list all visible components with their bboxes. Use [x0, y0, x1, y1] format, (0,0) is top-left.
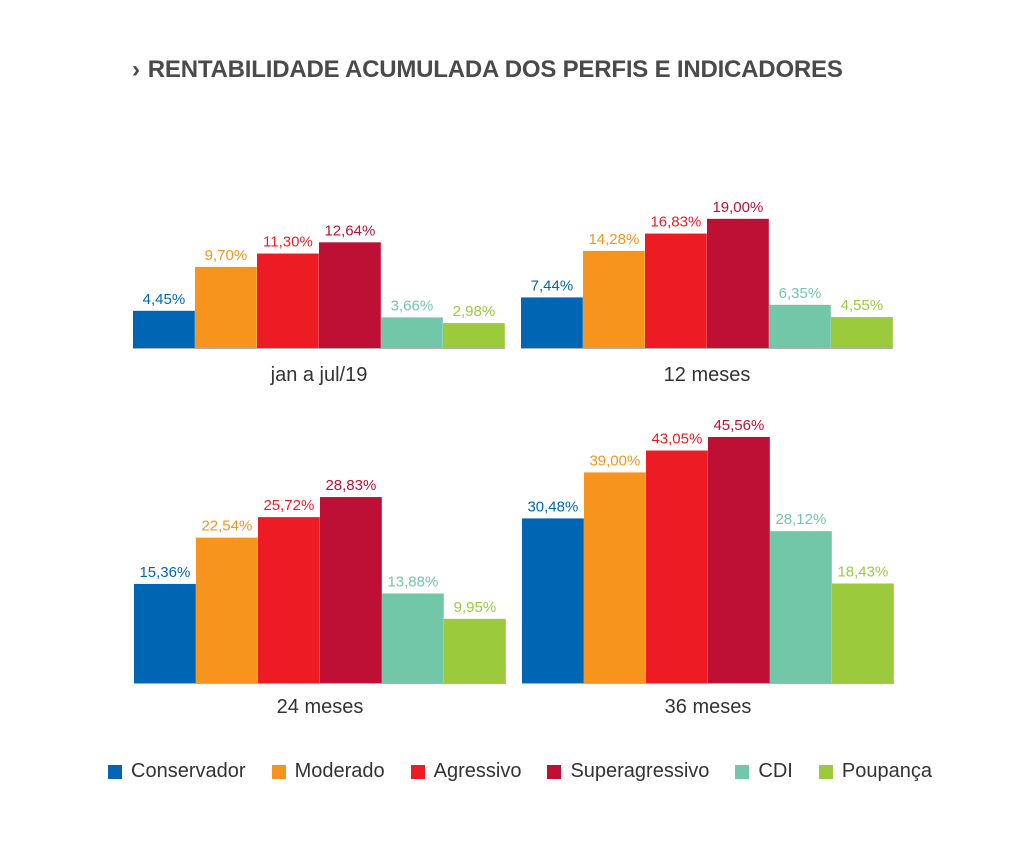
data-label-conservador: 30,48%: [527, 498, 578, 515]
bar-moderado: [196, 537, 258, 683]
data-label-poupanca: 9,95%: [454, 599, 497, 616]
data-label-conservador: 15,36%: [139, 564, 190, 581]
data-label-conservador: 4,45%: [143, 291, 186, 308]
chart-title: › RENTABILIDADE ACUMULADA DOS PERFIS E IN…: [132, 56, 843, 84]
chart-panel-3: 15,36% 22,54% 25,72% 28,83% 13,88% 9,95% 24 me…: [134, 477, 506, 718]
data-label-cdi: 6,35%: [779, 285, 822, 302]
panel-label: 36 meses: [665, 696, 752, 718]
bar-conservador: [133, 310, 195, 348]
data-label-conservador: 7,44%: [531, 277, 574, 294]
data-label-superagressivo: 19,00%: [712, 199, 763, 216]
bar-superagressivo: [319, 242, 381, 348]
bar-cdi: [770, 531, 832, 683]
data-label-cdi: 13,88%: [387, 573, 438, 590]
data-label-moderado: 14,28%: [588, 231, 639, 248]
bar-poupanca: [831, 317, 893, 348]
legend: Conservador Moderado Agressivo Superagressi…: [40, 760, 1000, 783]
data-label-moderado: 39,00%: [589, 452, 640, 469]
legend-label: Superagressivo: [570, 760, 710, 782]
data-label-poupanca: 2,98%: [453, 303, 496, 320]
legend-label: Conservador: [131, 760, 246, 782]
legend-label: Poupança: [841, 760, 932, 782]
legend-swatch: [735, 764, 750, 779]
legend-label: CDI: [758, 760, 793, 782]
bar-superagressivo: [707, 218, 769, 348]
bar-cdi: [381, 317, 443, 348]
legend-swatch: [108, 764, 123, 779]
bar-moderado: [583, 250, 645, 348]
data-label-poupanca: 4,55%: [841, 297, 884, 314]
bar-agressivo: [258, 517, 320, 683]
legend-label: Agressivo: [433, 760, 522, 782]
title-marker: ›: [132, 56, 140, 83]
legend-item-moderado: Moderado: [271, 760, 385, 783]
bar-agressivo: [646, 450, 708, 683]
panel-label: 12 meses: [664, 364, 751, 386]
legend-item-conservador: Conservador: [108, 760, 246, 783]
legend-swatch: [410, 764, 425, 779]
legend-swatch: [547, 764, 562, 779]
data-label-poupanca: 18,43%: [837, 563, 888, 580]
bar-moderado: [195, 266, 257, 348]
data-label-superagressivo: 45,56%: [713, 417, 764, 434]
data-label-moderado: 22,54%: [201, 518, 252, 535]
bar-superagressivo: [320, 497, 382, 683]
legend-swatch: [271, 764, 286, 779]
data-label-moderado: 9,70%: [205, 247, 248, 264]
bar-agressivo: [257, 253, 319, 348]
bar-poupanca: [443, 323, 505, 348]
bar-moderado: [584, 472, 646, 683]
data-label-cdi: 28,12%: [775, 511, 826, 528]
bar-cdi: [769, 304, 831, 348]
legend-item-superagressivo: Superagressivo: [547, 760, 709, 783]
bar-conservador: [134, 583, 196, 683]
bar-cdi: [382, 593, 444, 683]
bar-conservador: [521, 297, 583, 348]
title-text: RENTABILIDADE ACUMULADA DOS PERFIS E IND…: [147, 56, 843, 83]
bar-poupanca: [832, 583, 894, 683]
panel-label: 24 meses: [277, 696, 364, 718]
chart-panel-1: 4,45% 9,70% 11,30% 12,64% 3,66% 2,98% jan a ju…: [133, 222, 505, 386]
data-label-superagressivo: 12,64%: [324, 222, 375, 239]
legend-item-poupanca: Poupança: [818, 760, 932, 783]
bar-superagressivo: [708, 436, 770, 683]
data-label-agressivo: 25,72%: [263, 497, 314, 514]
bar-poupanca: [444, 618, 506, 683]
bar-conservador: [522, 518, 584, 683]
data-label-cdi: 3,66%: [391, 297, 434, 314]
bar-agressivo: [645, 233, 707, 348]
legend-item-cdi: CDI: [735, 760, 793, 783]
data-label-agressivo: 43,05%: [651, 431, 702, 448]
legend-swatch: [818, 764, 833, 779]
data-label-agressivo: 16,83%: [650, 214, 701, 231]
legend-label: Moderado: [294, 760, 385, 782]
chart-panel-2: 7,44% 14,28% 16,83% 19,00% 6,35% 4,55% 12 mese…: [521, 199, 893, 386]
data-label-agressivo: 11,30%: [263, 234, 313, 251]
panel-label: jan a jul/19: [270, 364, 368, 386]
data-label-superagressivo: 28,83%: [325, 477, 376, 494]
legend-item-agressivo: Agressivo: [410, 760, 522, 783]
chart-panel-4: 30,48% 39,00% 43,05% 45,56% 28,12% 18,43% 36 m…: [522, 417, 894, 718]
